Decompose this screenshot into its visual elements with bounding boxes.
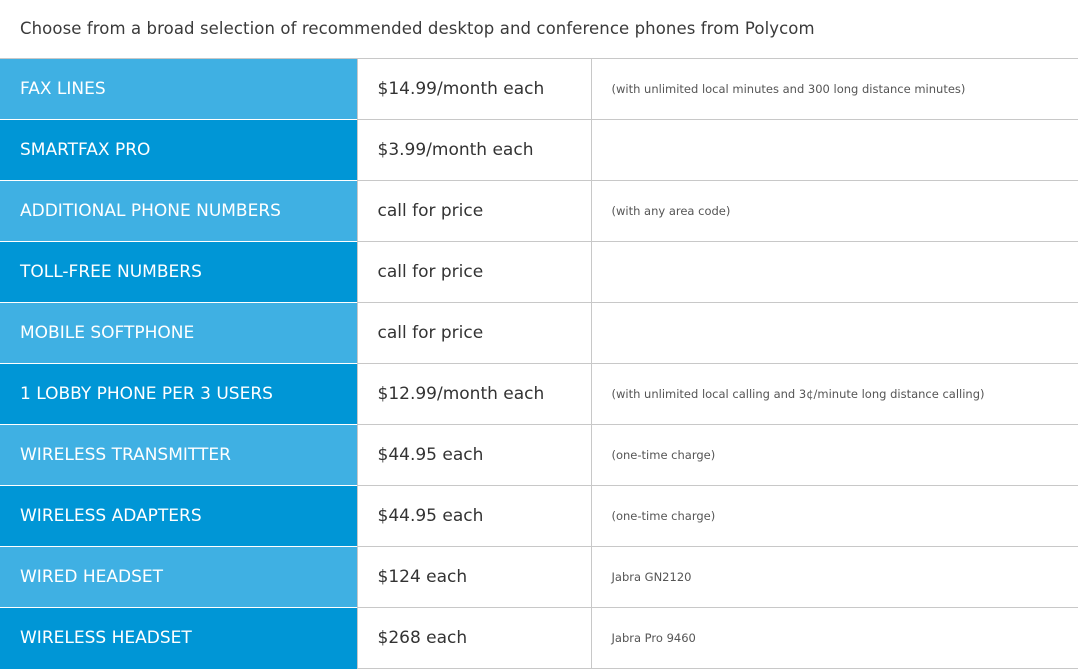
item-price: $44.95 each xyxy=(356,424,592,486)
item-price: call for price xyxy=(356,302,592,364)
table-row: WIRELESS TRANSMITTER $44.95 each (one-time… xyxy=(0,424,1078,486)
item-note xyxy=(591,119,1078,181)
item-price: $268 each xyxy=(356,607,592,669)
table-row: SMARTFAX PRO $3.99/month each xyxy=(0,119,1078,181)
item-note: (with unlimited local minutes and 300 lo… xyxy=(591,58,1078,120)
item-price: call for price xyxy=(356,241,592,303)
item-name: TOLL-FREE NUMBERS xyxy=(0,241,357,303)
item-note xyxy=(591,241,1078,303)
item-price: call for price xyxy=(356,180,592,242)
item-price: $44.95 each xyxy=(356,485,592,547)
table-row: MOBILE SOFTPHONE call for price xyxy=(0,302,1078,364)
item-price: $14.99/month each xyxy=(356,58,592,120)
item-name: ADDITIONAL PHONE NUMBERS xyxy=(0,180,357,242)
item-note: (with any area code) xyxy=(591,180,1078,242)
table-row: TOLL-FREE NUMBERS call for price xyxy=(0,241,1078,303)
intro-text: Choose from a broad selection of recomme… xyxy=(20,19,815,38)
item-name: 1 LOBBY PHONE PER 3 USERS xyxy=(0,363,357,425)
item-note: Jabra GN2120 xyxy=(591,546,1078,608)
item-price: $12.99/month each xyxy=(356,363,592,425)
item-name: MOBILE SOFTPHONE xyxy=(0,302,357,364)
item-price: $124 each xyxy=(356,546,592,608)
table-row: ADDITIONAL PHONE NUMBERS call for price (w… xyxy=(0,180,1078,242)
table-row: WIRELESS HEADSET $268 each Jabra Pro 9460 xyxy=(0,607,1078,669)
item-note: (with unlimited local calling and 3¢/min… xyxy=(591,363,1078,425)
item-note: (one-time charge) xyxy=(591,485,1078,547)
item-name: WIRELESS HEADSET xyxy=(0,607,357,669)
pricing-table: FAX LINES $14.99/month each (with unlimite… xyxy=(0,58,1078,669)
item-note: Jabra Pro 9460 xyxy=(591,607,1078,669)
item-name: SMARTFAX PRO xyxy=(0,119,357,181)
table-row: 1 LOBBY PHONE PER 3 USERS $12.99/month ea… xyxy=(0,363,1078,425)
item-note xyxy=(591,302,1078,364)
item-name: WIRED HEADSET xyxy=(0,546,357,608)
table-row: WIRELESS ADAPTERS $44.95 each (one-time ch… xyxy=(0,485,1078,547)
item-name: WIRELESS TRANSMITTER xyxy=(0,424,357,486)
item-price: $3.99/month each xyxy=(356,119,592,181)
table-row: FAX LINES $14.99/month each (with unlimite… xyxy=(0,58,1078,120)
item-note: (one-time charge) xyxy=(591,424,1078,486)
table-row: WIRED HEADSET $124 each Jabra GN2120 xyxy=(0,546,1078,608)
item-name: FAX LINES xyxy=(0,58,357,120)
item-name: WIRELESS ADAPTERS xyxy=(0,485,357,547)
